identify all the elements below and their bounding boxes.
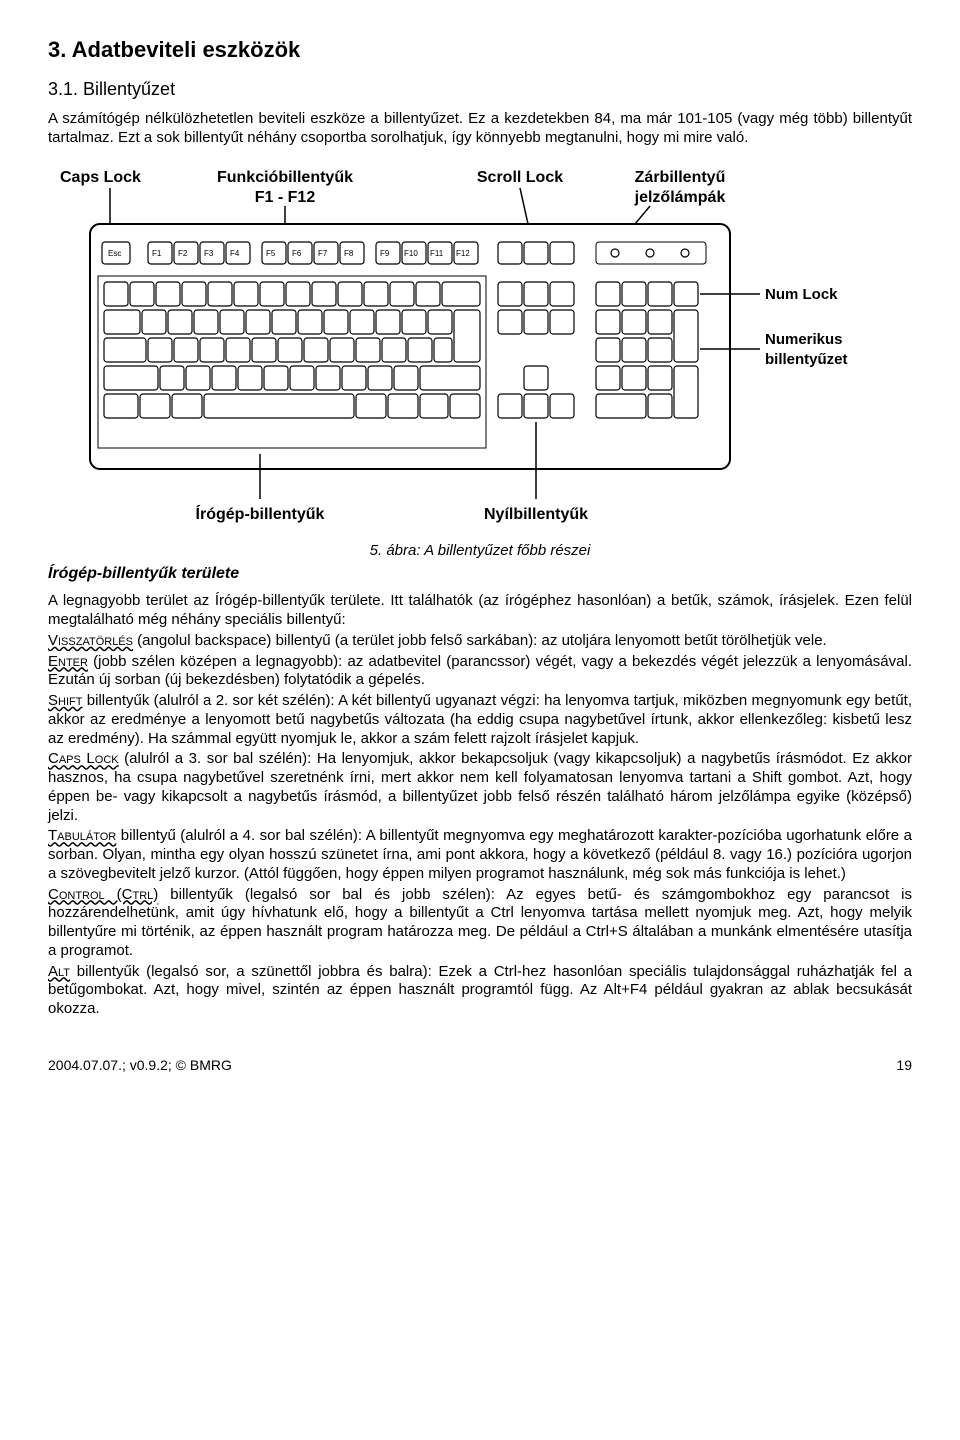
- svg-text:F8: F8: [344, 249, 354, 258]
- figure-caption: 5. ábra: A billentyűzet főbb részei: [48, 542, 912, 561]
- svg-text:Esc: Esc: [108, 249, 121, 258]
- body-alt: Alt billentyűk (legalsó sor, a szünettől…: [48, 963, 912, 1019]
- typewriter-rows: [104, 282, 480, 418]
- footer-page-number: 19: [896, 1057, 912, 1075]
- svg-text:F10: F10: [404, 249, 418, 258]
- label-leds2: jelzőlámpák: [634, 189, 726, 206]
- svg-text:F1: F1: [152, 249, 162, 258]
- svg-text:F6: F6: [292, 249, 302, 258]
- body-intro: A legnagyobb terület az Írógép-billentyű…: [48, 592, 912, 630]
- footer-left: 2004.07.07.; v0.9.2; © BMRG: [48, 1057, 232, 1075]
- body-shift: Shift billentyűk (alulról a 2. sor két s…: [48, 692, 912, 748]
- body-tab: Tabulátor billentyű (alulról a 4. sor ba…: [48, 827, 912, 883]
- page-footer: 2004.07.07.; v0.9.2; © BMRG 19: [48, 1057, 912, 1075]
- subsection-heading: 3.1. Billentyűzet: [48, 78, 912, 101]
- intro-paragraph: A számítógép nélkülözhetetlen beviteli e…: [48, 110, 912, 148]
- label-numlock: Num Lock: [765, 286, 838, 303]
- svg-text:F7: F7: [318, 249, 328, 258]
- label-func: Funkcióbillentyűk: [217, 169, 353, 186]
- svg-text:F4: F4: [230, 249, 240, 258]
- svg-text:F2: F2: [178, 249, 188, 258]
- svg-text:F5: F5: [266, 249, 276, 258]
- label-numpad2: billentyűzet: [765, 351, 848, 368]
- body-visszatorles: Visszatörlés (angolul backspace) billent…: [48, 632, 912, 651]
- body-caps: Caps Lock (alulról a 3. sor bal szélén):…: [48, 750, 912, 825]
- svg-text:F12: F12: [456, 249, 470, 258]
- svg-text:F11: F11: [430, 249, 444, 258]
- label-arrows: Nyílbillentyűk: [484, 506, 588, 523]
- label-scroll: Scroll Lock: [477, 169, 563, 186]
- label-capslock: Caps Lock: [60, 169, 141, 186]
- svg-text:F3: F3: [204, 249, 214, 258]
- section-heading: 3. Adatbeviteli eszközök: [48, 36, 912, 64]
- body-ctrl: Control (Ctrl) billentyűk (legalsó sor b…: [48, 886, 912, 961]
- keyboard-figure: Caps Lock Funkcióbillentyűk F1 - F12 Scr…: [48, 164, 912, 534]
- label-typewriter: Írógép-billentyűk: [196, 504, 325, 523]
- sub2-heading: Írógép-billentyűk területe: [48, 564, 912, 584]
- svg-text:F9: F9: [380, 249, 390, 258]
- body-enter: Enter (jobb szélen középen a legnagyobb)…: [48, 653, 912, 691]
- label-numpad: Numerikus: [765, 331, 843, 348]
- label-leds: Zárbillentyű: [635, 169, 726, 186]
- label-func-range: F1 - F12: [255, 189, 316, 206]
